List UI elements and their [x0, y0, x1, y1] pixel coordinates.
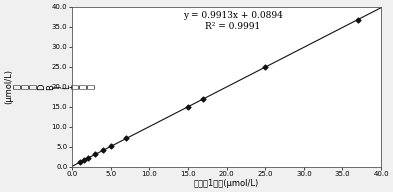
Point [92, 153, 99, 156]
Point [200, 97, 207, 100]
Text: y = 0.9913x + 0.0894
R² = 0.9991: y = 0.9913x + 0.0894 R² = 0.9991 [183, 12, 283, 31]
Point [262, 66, 268, 69]
Point [100, 149, 106, 152]
Point [81, 159, 87, 162]
Point [108, 145, 114, 148]
Y-axis label: (μmol/L)
对
照
组
D
B
I
L
试
剂
量: (μmol/L) 对 照 组 D B I L 试 剂 量 [4, 69, 96, 104]
Point [185, 105, 191, 108]
Point [77, 161, 83, 164]
Point [355, 18, 361, 21]
Point [123, 137, 129, 140]
X-axis label: 实施例1试剂(μmol/L): 实施例1试剂(μmol/L) [194, 179, 259, 188]
Point [84, 157, 91, 160]
